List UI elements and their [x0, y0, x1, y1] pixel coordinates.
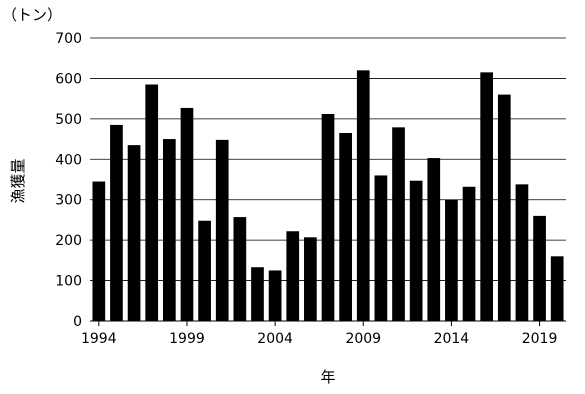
x-tick-label: 2009	[345, 331, 381, 347]
x-axis-title: 年	[320, 368, 335, 386]
bar-2018	[515, 184, 529, 321]
y-tick-label: 0	[73, 314, 82, 330]
bar-2002	[233, 217, 247, 321]
x-tick-label: 2019	[522, 331, 558, 347]
bar-1997	[145, 84, 159, 321]
bar-2009	[356, 70, 370, 321]
bar-2005	[286, 231, 300, 321]
bar-1995	[110, 124, 123, 322]
bar-1998	[162, 139, 176, 321]
bar-1994	[92, 181, 106, 321]
bar-2012	[409, 180, 423, 321]
bar-2007	[321, 114, 335, 322]
x-axis-tick-labels: 1994 1999 2004 2009 2014 2019	[81, 321, 557, 347]
bar-2019	[533, 215, 546, 321]
bar-2017	[497, 94, 511, 321]
y-tick-label: 700	[55, 31, 82, 47]
x-tick-label: 1994	[81, 331, 117, 347]
y-tick-label: 100	[55, 274, 82, 290]
x-tick-label: 2004	[257, 331, 293, 347]
bar-2011	[392, 127, 405, 322]
y-tick-label: 400	[55, 152, 82, 168]
bar-2001	[215, 139, 229, 321]
y-axis-title: 漁獲量	[9, 158, 27, 203]
bar-2016	[480, 72, 494, 321]
bar-2004	[268, 270, 282, 321]
bar-2020	[550, 256, 564, 321]
bar-2014	[445, 199, 458, 321]
y-axis-tick-labels: 0 100 200 300 400 500 600 700	[55, 31, 82, 330]
x-tick-label: 1999	[169, 331, 205, 347]
y-tick-label: 300	[55, 193, 82, 209]
bar-2008	[339, 133, 352, 321]
y-tick-label: 500	[55, 112, 82, 128]
bars	[92, 70, 564, 322]
y-unit-label: （トン）	[2, 6, 62, 24]
y-tick-label: 600	[55, 71, 82, 87]
bar-2000	[198, 220, 211, 321]
y-tick-label: 200	[55, 233, 82, 249]
x-tick-label: 2014	[434, 331, 470, 347]
bar-2013	[427, 158, 441, 321]
bar-1999	[180, 107, 194, 321]
bar-1996	[127, 145, 141, 321]
bar-2010	[374, 175, 388, 321]
bar-2006	[304, 237, 317, 321]
bar-2015	[462, 186, 476, 321]
bar-2003	[251, 267, 264, 321]
